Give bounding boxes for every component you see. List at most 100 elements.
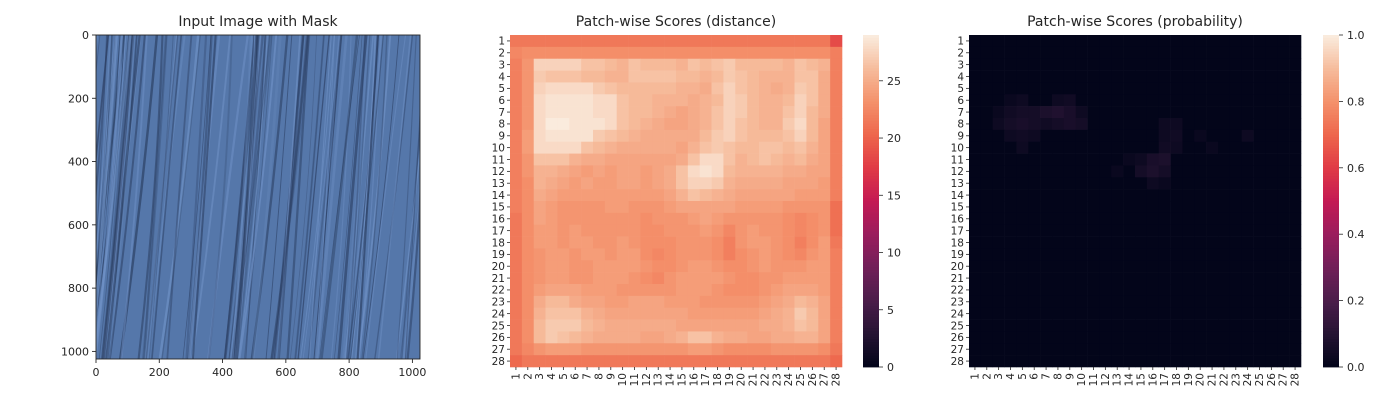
x-tick-label: 12 — [641, 373, 653, 386]
heatmap-cell — [1063, 307, 1077, 320]
heatmap-cell — [545, 331, 558, 344]
y-tick-label: 14 — [951, 190, 965, 202]
y-tick-label: 13 — [951, 178, 964, 190]
colorbar-segment — [863, 308, 879, 313]
heatmap-cell — [1016, 94, 1029, 107]
colorbar-segment — [1323, 270, 1339, 274]
heatmap-cell — [664, 82, 677, 95]
heatmap-cell — [1194, 295, 1207, 309]
heatmap-cell — [1087, 129, 1100, 143]
heatmap-cell — [604, 284, 618, 297]
heatmap-cell — [818, 35, 831, 48]
colorbar-segment — [863, 84, 879, 88]
heatmap-cell — [1158, 272, 1171, 285]
heatmap-cell — [782, 82, 795, 95]
heatmap-cell — [1277, 35, 1290, 48]
heatmap-cell — [581, 129, 594, 143]
heatmap-cell — [1277, 212, 1290, 226]
heatmap-cell — [628, 319, 641, 332]
colorbar-segment — [863, 106, 879, 111]
heatmap-cell — [593, 46, 606, 60]
heatmap-cell — [1241, 355, 1254, 368]
heatmap-cell — [1099, 177, 1112, 190]
heatmap-cell — [1265, 106, 1278, 119]
heatmap-cell — [1265, 58, 1278, 71]
heatmap-cell — [533, 46, 546, 60]
heatmap-cell — [735, 118, 748, 131]
heatmap-cell — [533, 141, 546, 154]
heatmap-cell — [1182, 153, 1195, 166]
heatmap-cell — [521, 35, 535, 48]
heatmap-cell — [616, 177, 629, 190]
x-tick-label: 19 — [1183, 373, 1195, 386]
image-streak — [96, 35, 116, 261]
heatmap-cell — [782, 141, 795, 154]
heatmap-cell — [628, 248, 641, 261]
colorbar-segment — [1323, 140, 1339, 144]
colorbar-segment — [863, 151, 879, 155]
image-streak — [424, 35, 446, 359]
heatmap-cell — [652, 343, 665, 356]
heatmap-cell — [1277, 272, 1290, 285]
heatmap-cell — [711, 141, 724, 154]
heatmap-cell — [510, 58, 523, 71]
y-tick-label: 200 — [68, 92, 89, 105]
heatmap-cell — [521, 295, 535, 309]
heatmap-cell — [1052, 165, 1065, 178]
heatmap-cell — [557, 177, 570, 190]
heatmap-cell — [1052, 118, 1065, 131]
colorbar-segment — [1323, 170, 1339, 174]
colorbar-segment — [1323, 350, 1339, 354]
heatmap-cell — [1146, 165, 1160, 178]
colorbar-segment — [1323, 236, 1339, 241]
heatmap-cell — [759, 319, 772, 332]
heatmap-cell — [664, 284, 677, 297]
heatmap-cell — [818, 284, 831, 297]
heatmap-cell — [1135, 70, 1148, 83]
heatmap-cell — [1170, 106, 1183, 119]
heatmap-cell — [664, 331, 677, 344]
heatmap-cell — [569, 331, 582, 344]
colorbar-segment — [1323, 245, 1339, 249]
heatmap-cell — [1277, 94, 1290, 107]
heatmap-cell — [759, 46, 772, 60]
heatmap-cell — [747, 141, 760, 154]
heatmap-cell — [806, 129, 819, 143]
heatmap-cell — [640, 35, 653, 48]
heatmap-cell — [616, 153, 629, 166]
heatmap-cell — [770, 201, 784, 214]
colorbar-segment — [1323, 308, 1339, 313]
heatmap-cell — [992, 272, 1005, 285]
heatmap-cell — [521, 94, 535, 107]
heatmap-cell — [1135, 177, 1148, 190]
heatmap-cell — [1206, 58, 1219, 71]
heatmap-cell — [1052, 331, 1065, 344]
heatmap-cell — [1135, 189, 1148, 202]
heatmap-cell — [759, 70, 772, 83]
heatmap-cell — [1229, 284, 1243, 297]
heatmap-cell — [992, 177, 1005, 190]
heatmap-cell — [593, 212, 606, 226]
heatmap-cell — [510, 319, 523, 332]
colorbar-tick-label: 1.0 — [1347, 29, 1365, 42]
heatmap-cell — [699, 106, 712, 119]
heatmap-cell — [1289, 272, 1302, 285]
image-streak — [358, 35, 381, 359]
heatmap-cell — [569, 260, 582, 273]
heatmap-cell — [604, 46, 618, 60]
heatmap-cell — [1289, 224, 1302, 237]
heatmap-cell — [1123, 272, 1136, 285]
heatmap-cell — [1182, 129, 1195, 143]
heatmap-cell — [818, 46, 831, 60]
heatmap-cell — [747, 212, 760, 226]
heatmap-cell — [581, 201, 594, 214]
heatmap-cell — [604, 236, 618, 249]
colorbar-segment — [1323, 79, 1339, 83]
heatmap-cell — [652, 46, 665, 60]
heatmap-cell — [1135, 272, 1148, 285]
colorbar-segment — [1323, 317, 1339, 321]
heatmap-cell — [818, 201, 831, 214]
heatmap-cell — [1075, 141, 1088, 154]
heatmap-cell — [616, 355, 629, 368]
heatmap-cell — [818, 331, 831, 344]
